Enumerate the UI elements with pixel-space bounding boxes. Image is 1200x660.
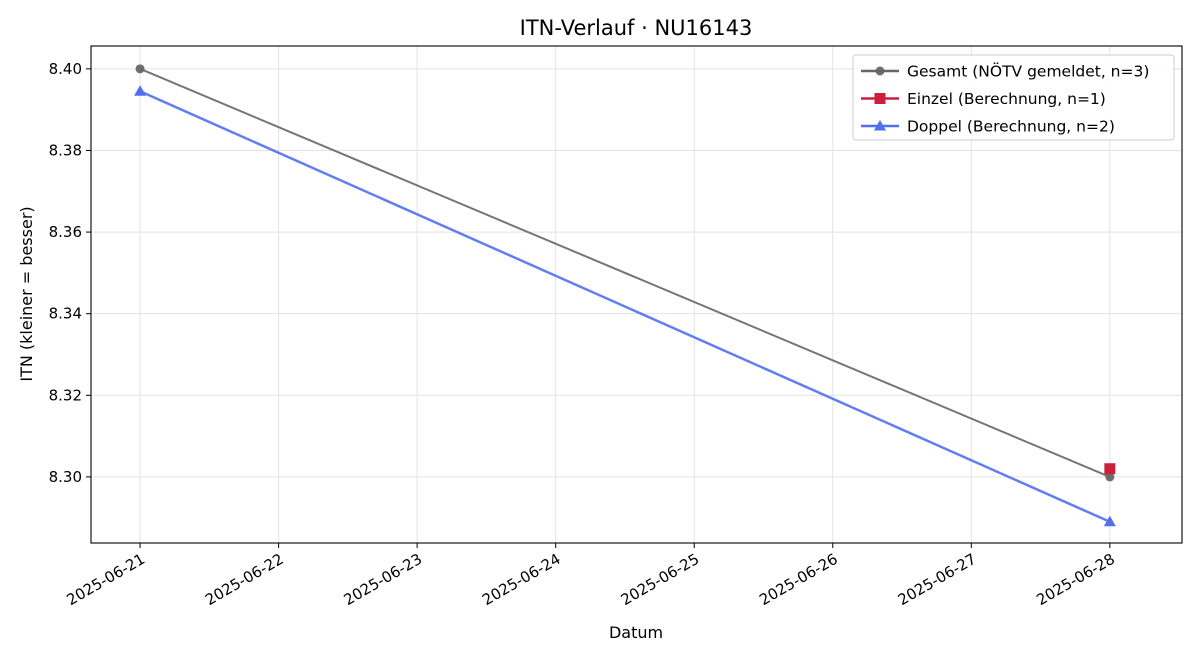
x-tick-label: 2025-06-26	[756, 550, 841, 609]
data-point-circle	[135, 64, 145, 74]
series-layer	[134, 64, 1116, 527]
legend-label: Einzel (Berechnung, n=1)	[907, 90, 1106, 108]
ticks: 2025-06-21 2025-06-22 2025-06-23 2025-06-24…	[49, 60, 1118, 609]
legend-box	[852, 54, 1175, 141]
data-point-circle	[875, 66, 885, 76]
x-tick-label: 2025-06-27	[895, 550, 980, 609]
data-point-circle	[1105, 472, 1115, 482]
x-tick-label: 2025-06-23	[341, 550, 426, 609]
data-point-triangle	[134, 85, 147, 96]
legend-label: Doppel (Berechnung, n=2)	[907, 118, 1115, 136]
plot-frame	[90, 45, 1183, 544]
y-tick-label: 8.36	[49, 223, 82, 241]
x-tick-label: 2025-06-22	[202, 550, 287, 609]
x-tick-label: 2025-06-28	[1033, 550, 1118, 609]
y-tick-label: 8.40	[49, 60, 82, 78]
series-line	[139, 67, 1111, 478]
data-point-triangle	[874, 120, 886, 131]
legend-label: Gesamt (NÖTV gemeldet, n=3)	[907, 62, 1149, 81]
x-tick-label: 2025-06-24	[479, 550, 564, 609]
x-tick-label: 2025-06-21	[64, 550, 149, 609]
series-line	[139, 90, 1111, 523]
y-tick-label: 8.32	[49, 386, 82, 404]
legend: Gesamt (NÖTV gemeldet, n=3) Einzel (Berec…	[852, 54, 1175, 141]
y-axis-label: ITN (kleiner = besser)	[17, 206, 36, 381]
x-tick-label: 2025-06-25	[618, 550, 703, 609]
y-tick-label: 8.34	[49, 305, 82, 323]
data-point-square	[874, 93, 886, 104]
chart-title: ITN-Verlauf · NU16143	[520, 16, 753, 40]
y-tick-label: 8.30	[49, 468, 82, 486]
data-point-square	[1104, 463, 1116, 475]
x-axis-label: Datum	[609, 623, 663, 642]
y-tick-label: 8.38	[49, 141, 82, 159]
data-point-triangle	[1103, 515, 1116, 527]
